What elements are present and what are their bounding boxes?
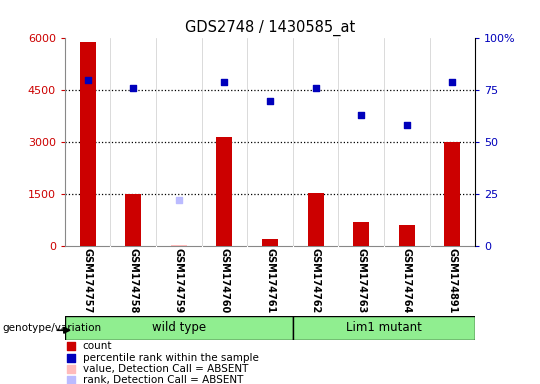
Bar: [444, 142, 461, 246]
Bar: [399, 225, 415, 246]
Text: rank, Detection Call = ABSENT: rank, Detection Call = ABSENT: [83, 374, 243, 384]
Text: GSM174759: GSM174759: [174, 248, 184, 313]
Text: Lim1 mutant: Lim1 mutant: [346, 321, 422, 334]
Point: [402, 122, 411, 129]
Point: [350, 218, 359, 225]
Bar: [65, 316, 293, 340]
Text: GSM174757: GSM174757: [83, 248, 92, 313]
Point: [448, 79, 457, 85]
Bar: [79, 42, 96, 246]
Text: GSM174760: GSM174760: [219, 248, 230, 313]
Text: GSM174762: GSM174762: [310, 248, 321, 313]
Bar: [293, 316, 475, 340]
Point: [357, 112, 366, 118]
Text: genotype/variation: genotype/variation: [3, 323, 102, 333]
Point: [83, 77, 92, 83]
Bar: [308, 193, 323, 246]
Bar: [262, 239, 278, 246]
Text: value, Detection Call = ABSENT: value, Detection Call = ABSENT: [83, 364, 248, 374]
Bar: [125, 194, 141, 246]
Point: [350, 319, 359, 325]
Text: count: count: [83, 341, 112, 351]
Point: [350, 118, 359, 124]
Text: wild type: wild type: [152, 321, 206, 334]
Point: [350, 18, 359, 24]
Point: [129, 85, 138, 91]
Point: [311, 85, 320, 91]
Text: GSM174761: GSM174761: [265, 248, 275, 313]
Bar: [217, 137, 232, 246]
Point: [220, 79, 229, 85]
Bar: [353, 222, 369, 246]
Point: [266, 98, 274, 104]
Text: percentile rank within the sample: percentile rank within the sample: [83, 353, 259, 362]
Bar: [171, 245, 187, 246]
Text: GSM174891: GSM174891: [448, 248, 457, 313]
Title: GDS2748 / 1430585_at: GDS2748 / 1430585_at: [185, 20, 355, 36]
Text: GSM174763: GSM174763: [356, 248, 366, 313]
Text: GSM174764: GSM174764: [402, 248, 412, 313]
Text: GSM174758: GSM174758: [128, 248, 138, 313]
Point: [174, 197, 183, 203]
